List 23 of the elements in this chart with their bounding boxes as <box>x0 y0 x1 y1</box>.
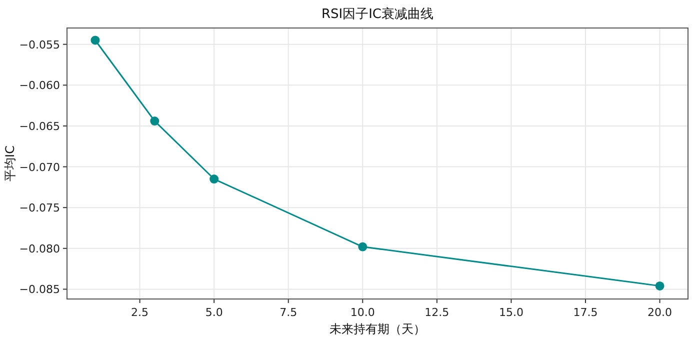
x-tick-label: 15.0 <box>498 306 524 319</box>
y-tick-label: −0.060 <box>19 79 60 92</box>
y-axis-title: 平均IC <box>3 146 17 182</box>
point <box>210 174 219 184</box>
x-tick-label: 20.0 <box>648 306 672 319</box>
y-tick-label: −0.070 <box>19 160 60 174</box>
point <box>90 36 100 45</box>
point <box>150 116 160 126</box>
y-tick-label: −0.080 <box>19 242 60 256</box>
y-tick-label: −0.085 <box>19 283 60 296</box>
y-tick-label: −0.075 <box>19 202 60 215</box>
point <box>358 242 368 252</box>
x-tick-label: 17.5 <box>573 306 598 319</box>
chart-title: RSI因子IC衰减曲线 <box>321 6 434 22</box>
x-tick-label: 5.0 <box>205 306 223 319</box>
x-axis-title: 未来持有期（天） <box>330 322 426 336</box>
y-tick-label: −0.055 <box>19 38 60 52</box>
point <box>655 281 664 290</box>
x-tick-label: 2.5 <box>131 306 149 319</box>
x-tick-label: 7.5 <box>280 306 298 319</box>
x-tick-label: 10.0 <box>350 306 375 319</box>
y-tick-label: −0.065 <box>19 120 60 133</box>
x-tick-label: 12.5 <box>424 306 450 319</box>
